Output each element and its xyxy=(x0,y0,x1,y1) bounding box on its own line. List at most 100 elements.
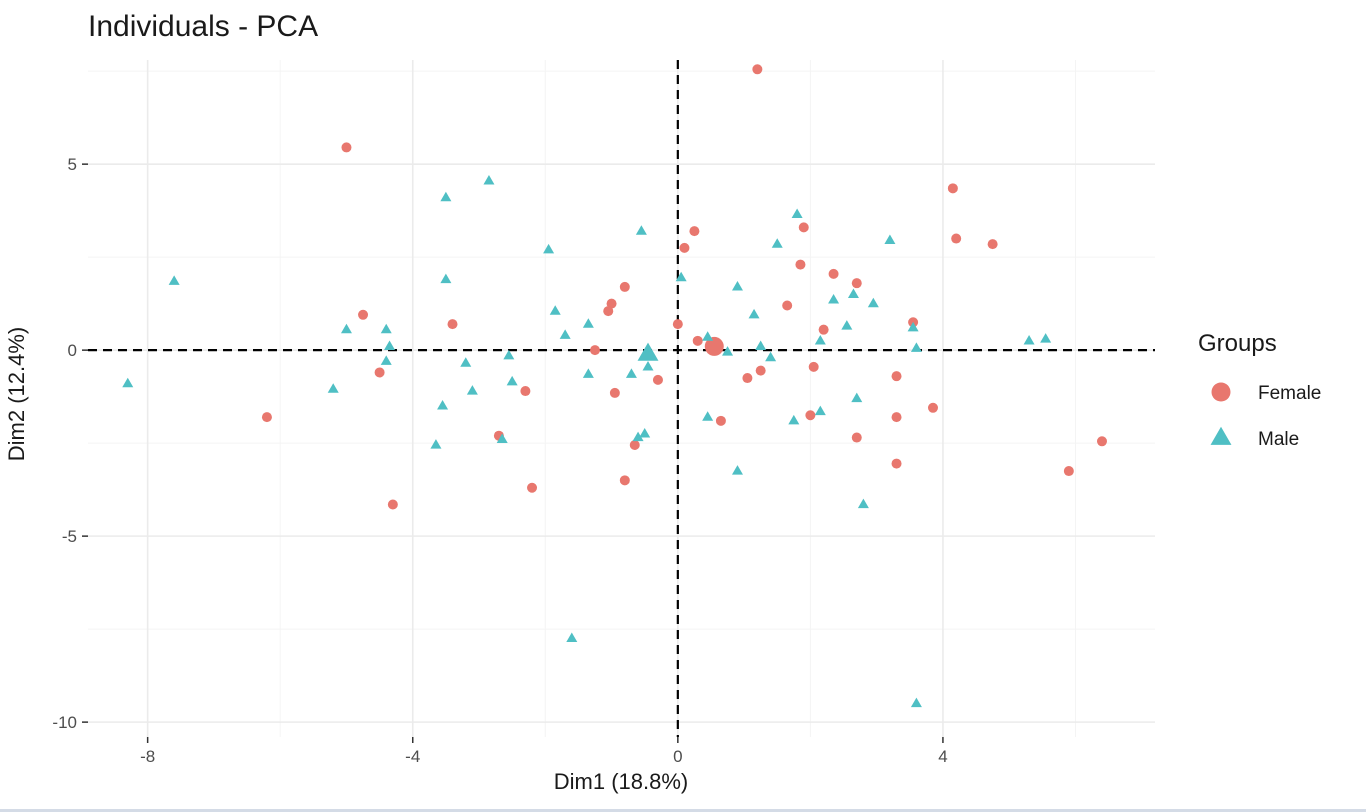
data-point-female xyxy=(589,345,600,356)
data-point-male xyxy=(380,323,392,334)
y-axis-title: Dim2 (12.4%) xyxy=(4,327,29,461)
legend-key-male xyxy=(1210,426,1232,445)
data-point-male xyxy=(731,465,743,475)
data-point-female xyxy=(808,361,819,372)
y-tick-label: 0 xyxy=(68,341,77,360)
data-point-male xyxy=(841,320,853,330)
data-point-female xyxy=(341,142,352,153)
data-point-male xyxy=(847,288,859,298)
series-female xyxy=(261,64,1107,510)
data-point-female xyxy=(387,499,398,510)
data-point-female xyxy=(679,242,690,253)
data-point-male xyxy=(857,498,869,509)
data-point-male xyxy=(566,632,578,643)
centroid-female xyxy=(704,336,724,356)
data-point-male xyxy=(543,243,555,254)
data-point-female xyxy=(672,319,683,330)
data-point-male xyxy=(1023,334,1035,345)
data-point-female xyxy=(261,412,272,423)
data-point-female xyxy=(987,239,998,250)
data-point-male xyxy=(765,351,777,362)
data-point-male xyxy=(483,175,495,185)
legend: Groups Female Male xyxy=(1198,330,1321,450)
x-tick-labels: -8 -4 0 4 xyxy=(140,737,948,766)
x-tick-label: 4 xyxy=(938,747,947,766)
legend-key-female xyxy=(1211,382,1231,402)
major-gridlines xyxy=(88,60,1155,737)
data-point-male xyxy=(559,329,571,339)
data-point-male xyxy=(639,427,651,438)
data-point-male xyxy=(791,208,803,218)
data-point-female xyxy=(805,410,816,421)
data-point-male xyxy=(582,368,594,378)
data-point-male xyxy=(440,191,452,202)
data-point-male xyxy=(702,411,714,421)
data-points xyxy=(122,64,1107,708)
data-point-female xyxy=(752,64,763,75)
data-point-male xyxy=(340,323,352,334)
x-tick-label: 0 xyxy=(673,747,682,766)
x-tick-label: -8 xyxy=(140,747,155,766)
data-point-male xyxy=(851,392,863,403)
data-point-female xyxy=(358,309,369,320)
data-point-female xyxy=(818,324,829,335)
data-point-female xyxy=(951,233,962,244)
x-tick-label: -4 xyxy=(405,747,420,766)
data-point-female xyxy=(851,278,862,289)
data-point-male xyxy=(722,346,734,356)
data-point-male xyxy=(582,318,594,328)
data-point-male xyxy=(867,297,879,308)
data-point-male xyxy=(884,234,896,245)
data-point-female xyxy=(527,482,538,493)
data-point-male xyxy=(788,414,800,425)
data-point-male xyxy=(496,433,508,444)
data-point-male xyxy=(814,334,826,345)
centroid-male xyxy=(637,342,659,361)
data-point-male xyxy=(460,357,472,367)
data-point-male xyxy=(642,360,654,371)
data-point-female xyxy=(828,268,839,279)
data-point-male xyxy=(440,273,452,284)
data-point-male xyxy=(549,305,561,315)
data-point-female xyxy=(891,458,902,469)
data-point-male xyxy=(771,238,783,248)
data-point-female xyxy=(742,373,753,384)
y-tick-label: -5 xyxy=(62,527,77,546)
y-tick-labels: 5 0 -5 -10 xyxy=(52,155,88,732)
data-point-male xyxy=(731,281,743,291)
data-point-male xyxy=(437,400,449,410)
data-point-female xyxy=(851,432,862,443)
data-point-female xyxy=(891,371,902,382)
data-point-male xyxy=(632,431,644,442)
data-point-female xyxy=(619,281,630,292)
data-point-female xyxy=(795,259,806,270)
legend-entries: Female Male xyxy=(1210,382,1321,450)
data-point-female xyxy=(755,365,766,376)
data-point-female xyxy=(609,387,620,398)
data-point-male xyxy=(168,275,180,285)
data-point-male xyxy=(327,383,339,393)
legend-label-male: Male xyxy=(1258,429,1299,450)
data-point-female xyxy=(520,386,531,397)
minor-gridlines xyxy=(88,60,1155,737)
data-point-female xyxy=(927,402,938,413)
data-point-male xyxy=(828,294,840,304)
series-male xyxy=(122,175,1052,708)
data-point-male xyxy=(1040,333,1052,343)
data-point-female xyxy=(629,439,640,450)
data-point-female xyxy=(1096,436,1107,447)
data-point-female xyxy=(603,306,614,317)
data-point-male xyxy=(380,355,392,365)
data-point-male xyxy=(503,349,515,360)
data-point-female xyxy=(891,412,902,423)
data-point-male xyxy=(755,340,767,351)
data-point-male xyxy=(702,331,714,341)
legend-label-female: Female xyxy=(1258,383,1321,404)
data-point-female xyxy=(782,300,793,311)
data-point-male xyxy=(384,340,396,351)
data-point-female xyxy=(798,222,809,233)
data-point-female xyxy=(947,183,958,194)
data-point-male xyxy=(466,385,478,395)
data-point-female xyxy=(447,319,458,330)
